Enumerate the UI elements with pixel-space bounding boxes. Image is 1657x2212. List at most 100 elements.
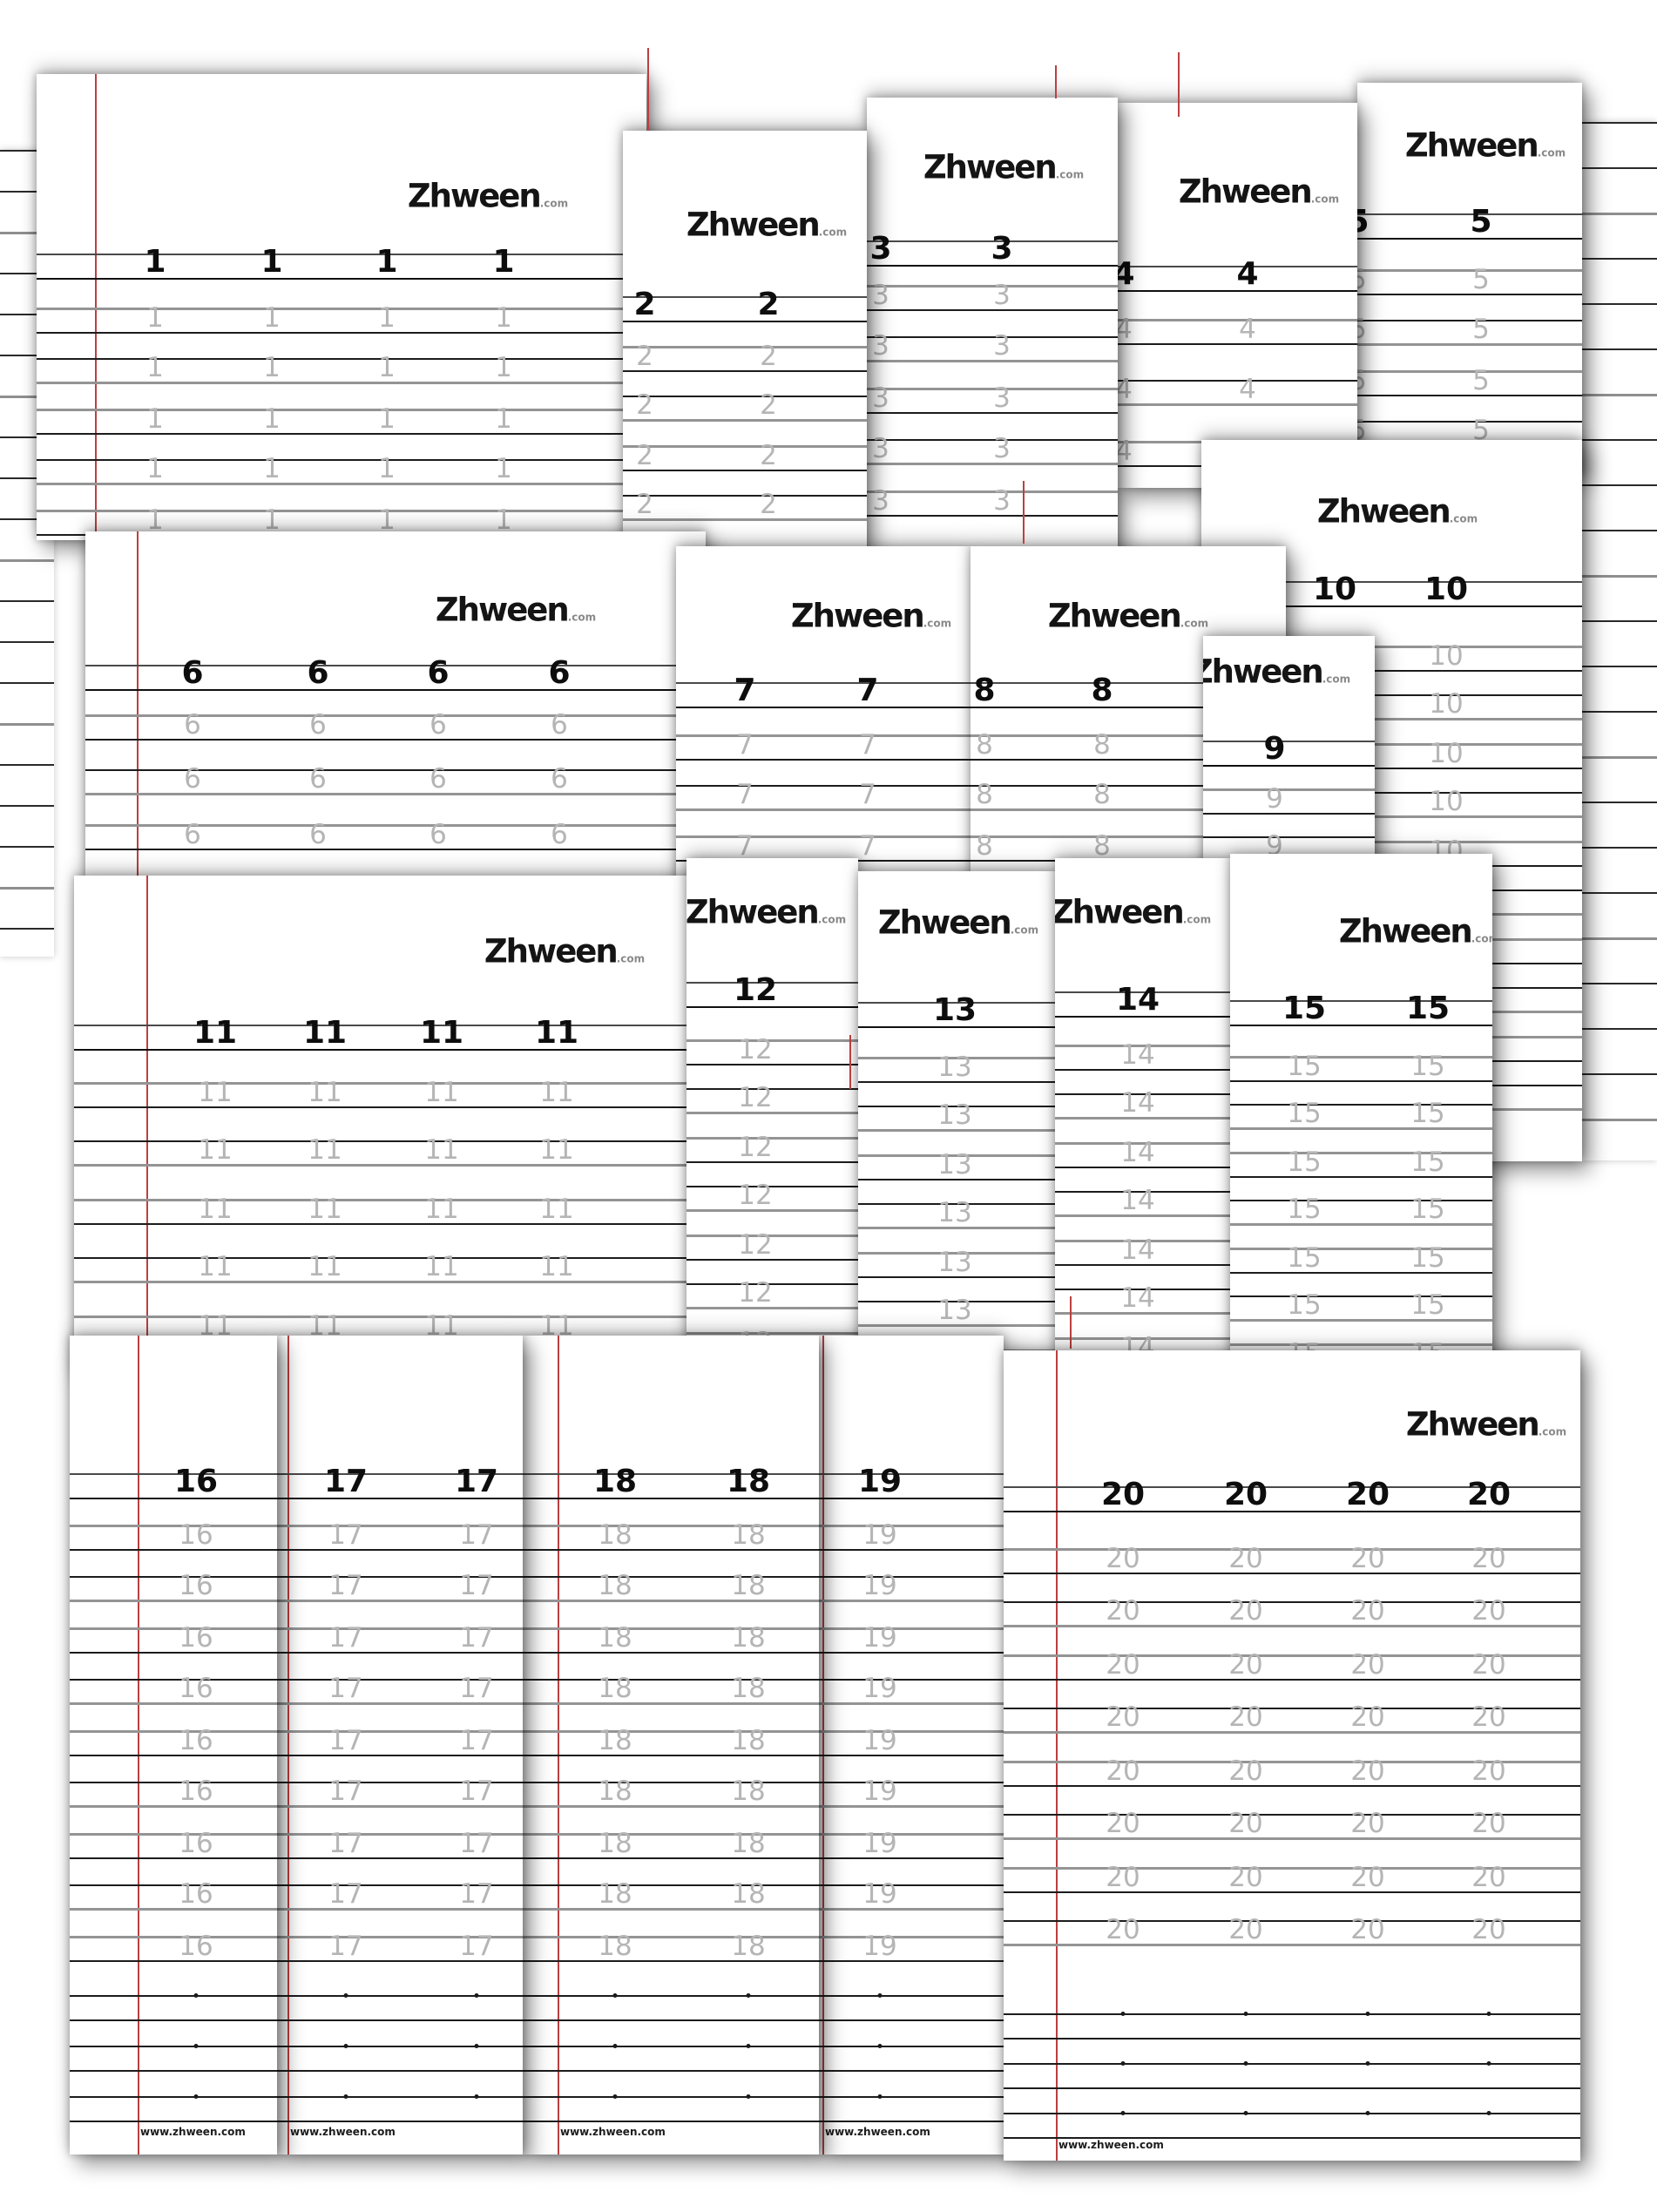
trace-number: 1 — [378, 302, 396, 334]
worksheet-page-13: Zhween.com1313131313131313 — [858, 871, 1055, 1361]
trace-number: 20 — [1228, 1862, 1263, 1893]
trace-number-row: 18 18 — [523, 1675, 819, 1705]
trace-number: 13 — [937, 1247, 972, 1278]
start-dot — [474, 2094, 479, 2099]
trace-number: 11 — [198, 1077, 233, 1108]
trace-number: 10 — [1429, 688, 1464, 720]
trace-number: 18 — [598, 1622, 632, 1654]
trace-number-row: 19 — [819, 1675, 1004, 1705]
trace-number-row: 16 — [70, 1728, 277, 1756]
ruled-line — [0, 273, 54, 274]
trace-number-row: 14 — [1055, 1140, 1230, 1168]
solid-number-row: 20 20 20 20 — [1004, 1479, 1580, 1512]
solid-number: 1 — [492, 244, 515, 280]
trace-number: 20 — [1471, 1701, 1506, 1733]
trace-number: 1 — [378, 453, 396, 484]
trace-number: 7 — [736, 830, 754, 862]
brand-logo: Zhween.com — [1405, 127, 1566, 165]
solid-number-row: 19 — [819, 1466, 1004, 1499]
brand-suffix: .com — [1055, 168, 1085, 181]
trace-number: 12 — [738, 1132, 773, 1163]
trace-number: 18 — [731, 1622, 766, 1654]
trace-number: 15 — [1287, 1147, 1322, 1178]
trace-number: 1 — [495, 352, 512, 383]
brand-name: Zhween — [1203, 653, 1324, 691]
worksheet-page-11: Zhween.com 11 11 11 11 11 11 11 11 11 11 11 11 11 11 11… — [74, 876, 719, 1378]
trace-number: 4 — [1118, 436, 1133, 467]
start-dot — [1486, 2061, 1491, 2066]
brand-logo: Zhween.com — [1339, 913, 1492, 950]
trace-number-row: 18 18 — [523, 1881, 819, 1911]
worksheet-page-17: 17 17 17 17 17 17 17 17 17 17 17 17 17 17 17 17 17 17 17 17… — [277, 1336, 523, 2155]
trace-number: 1 — [495, 403, 512, 435]
solid-number: 6 — [181, 655, 204, 691]
solid-number: 10 — [1424, 572, 1469, 607]
trace-number: 16 — [179, 1673, 213, 1704]
trace-number: 1 — [378, 504, 396, 536]
brand-logo: Zhween.com — [408, 178, 568, 215]
trace-number-row: 20 20 20 20 — [1004, 1598, 1580, 1627]
trace-number: 2 — [760, 489, 777, 520]
trace-number-row: 9 — [1203, 786, 1375, 815]
solid-number-row: 16 — [70, 1466, 277, 1499]
solid-number: 14 — [1115, 982, 1160, 1018]
trace-number-row: 17 17 — [277, 1830, 523, 1859]
trace-number: 3 — [872, 382, 889, 414]
red-margin-line — [146, 876, 148, 1378]
dot-start-row — [1004, 2012, 1580, 2040]
brand-name: Zhween — [1178, 172, 1313, 211]
start-dot — [1243, 2111, 1248, 2115]
solid-number: 11 — [419, 1015, 464, 1051]
trace-number-row: 6 6 6 6 — [85, 766, 706, 795]
trace-number: 6 — [309, 709, 327, 741]
trace-number: 11 — [198, 1310, 233, 1342]
trace-number: 6 — [551, 819, 568, 850]
dot-start-row — [523, 1993, 819, 2021]
trace-number-row: 19 — [819, 1881, 1004, 1911]
start-dot — [1243, 2061, 1248, 2066]
footer-url: www.zhween.com — [825, 2126, 930, 2138]
start-dot — [474, 2044, 479, 2048]
trace-number: 13 — [937, 1197, 972, 1228]
trace-number: 19 — [862, 1570, 897, 1601]
trace-number-row: 13 — [858, 1102, 1055, 1132]
start-dot — [877, 2044, 883, 2048]
trace-number: 17 — [328, 1570, 363, 1601]
brand-logo: Zhween.com — [1203, 653, 1350, 691]
trace-number-row: 14 — [1055, 1090, 1230, 1120]
trace-number: 10 — [1429, 738, 1464, 769]
dot-start-row — [819, 2094, 1004, 2122]
solid-number: 4 — [1236, 256, 1259, 292]
ruled-line — [1582, 1073, 1657, 1075]
red-margin-line — [558, 1336, 559, 2155]
trace-number: 19 — [862, 1828, 897, 1859]
trace-number: 19 — [862, 1931, 897, 1962]
trace-number: 18 — [598, 1931, 632, 1962]
trace-number-row: 17 17 — [277, 1933, 523, 1962]
trace-number-row: 18 18 — [523, 1830, 819, 1859]
trace-number: 13 — [937, 1149, 972, 1180]
brand-suffix: .com — [1180, 617, 1209, 630]
trace-number: 3 — [993, 433, 1011, 464]
trace-number-row: 16 — [70, 1830, 277, 1859]
dot-start-row — [523, 2044, 819, 2072]
trace-number: 3 — [993, 485, 1011, 517]
trace-number: 11 — [424, 1194, 459, 1225]
start-dot — [612, 2044, 618, 2048]
dot-start-row — [277, 2044, 523, 2072]
trace-number: 2 — [760, 341, 777, 372]
start-dot — [193, 2044, 199, 2048]
trace-number: 6 — [551, 709, 568, 741]
trace-number: 17 — [459, 1776, 494, 1807]
brand-suffix: .com — [616, 952, 646, 965]
dot-start-row — [70, 2044, 277, 2072]
ruled-line — [0, 846, 54, 848]
worksheet-page-2: Zhween.com 2 2 2 2 2 2 2 2 2 2 — [623, 131, 867, 558]
brand-name: Zhween — [790, 597, 925, 635]
start-dot — [474, 1993, 479, 1998]
brand-suffix: .com — [817, 913, 847, 926]
